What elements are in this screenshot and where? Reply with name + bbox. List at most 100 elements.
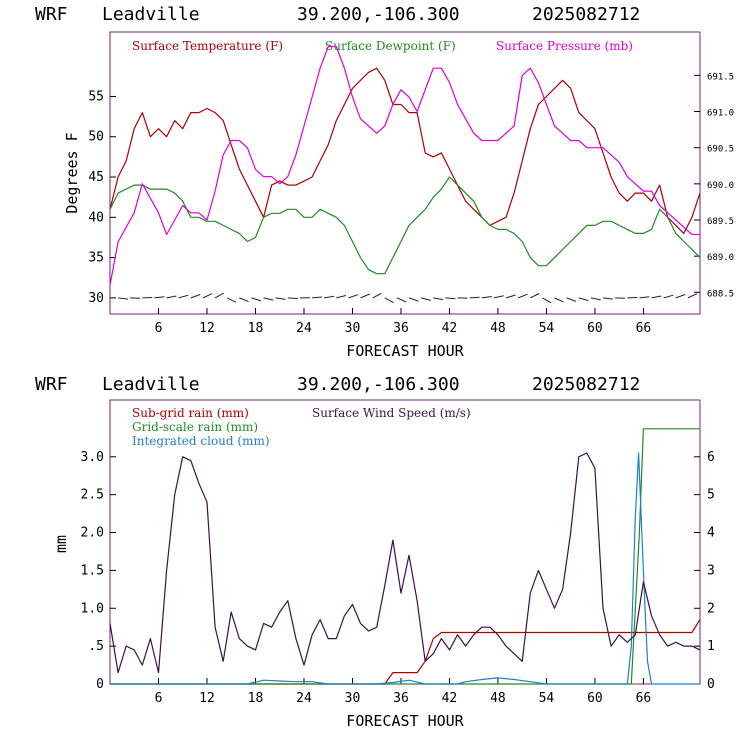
- legend-wind-speed: Surface Wind Speed (m/s): [312, 406, 471, 420]
- x-tick-label: 6: [155, 691, 163, 706]
- y2-tick-label: 6: [707, 450, 715, 465]
- wind-barb: [396, 297, 407, 303]
- y2-tick-label: 691.0: [707, 109, 734, 119]
- panel2-xlabel: FORECAST HOUR: [346, 712, 464, 730]
- wind-barb: [602, 297, 613, 300]
- wind-barbs: [118, 292, 698, 304]
- series-line-surface-wind-speed-m-s: [109, 452, 701, 674]
- wind-barb: [166, 295, 177, 299]
- y-tick-label: .5: [88, 639, 104, 654]
- x-tick-label: 30: [345, 321, 361, 336]
- y-tick-label: 3.0: [81, 450, 104, 465]
- x-tick-label: 48: [490, 691, 506, 706]
- y2-tick-label: 3: [707, 563, 715, 578]
- panel2-run: 2025082712: [532, 374, 640, 395]
- series-line-integrated-cloud-mm: [110, 452, 700, 685]
- y2-tick-label: 4: [707, 526, 715, 541]
- y2-tick-label: 689.5: [707, 217, 734, 227]
- wind-barb: [542, 297, 552, 304]
- panel1-run: 2025082712: [532, 4, 640, 25]
- wind-barb: [239, 297, 249, 303]
- panel2-site: Leadville: [102, 374, 200, 395]
- wind-barb: [312, 296, 323, 299]
- y-tick-label: 45: [88, 170, 104, 185]
- panel1-ticks: 6 12 18 24 30 36 42 48 54 60 66 30 35 40 45 50 55 688.5 68…: [88, 72, 734, 336]
- wind-barb: [118, 297, 129, 300]
- panel2-model: WRF: [35, 374, 68, 395]
- x-tick-label: 30: [345, 691, 361, 706]
- wind-barb: [226, 297, 237, 303]
- y-tick-label: 1.0: [81, 601, 104, 616]
- wind-barb: [566, 297, 577, 302]
- wind-barb: [421, 297, 431, 301]
- x-tick-label: 36: [393, 321, 409, 336]
- wind-barb: [384, 297, 394, 304]
- y2-tick-label: 1: [707, 639, 715, 654]
- x-tick-label: 18: [248, 691, 264, 706]
- wind-barb: [663, 294, 674, 299]
- legend-gridscale-rain: Grid-scale rain (mm): [132, 420, 258, 434]
- y2-tick-label: 0: [707, 677, 715, 692]
- wind-barb: [348, 294, 359, 299]
- y-tick-label: 55: [88, 89, 104, 104]
- x-tick-label: 60: [587, 321, 603, 336]
- wind-barb: [408, 297, 419, 302]
- panel1-header: WRF Leadville 39.200,-106.300 2025082712: [35, 4, 640, 25]
- x-tick-label: 12: [199, 321, 215, 336]
- panel1-site: Leadville: [102, 4, 200, 25]
- panel2-ylabel: mm: [52, 535, 70, 553]
- series-line-surface-pressure-mb: [109, 45, 700, 286]
- wind-barb: [154, 296, 165, 299]
- wind-barb: [505, 294, 516, 299]
- wind-barb: [214, 292, 225, 299]
- wind-barb: [336, 295, 347, 299]
- wind-barb: [469, 296, 480, 299]
- wind-barb: [372, 292, 382, 299]
- panel2-ticks: 6 12 18 24 30 36 42 48 54 60 660.51.01.52.02.53.00…: [81, 450, 715, 706]
- y2-tick-label: 5: [707, 488, 715, 503]
- panel1-ylabel: Degrees F: [63, 132, 81, 213]
- x-tick-label: 48: [490, 321, 506, 336]
- x-tick-label: 18: [248, 321, 264, 336]
- wind-barb: [493, 295, 504, 299]
- wind-barb: [324, 295, 335, 299]
- panel2-header: WRF Leadville 39.200,-106.300 2025082712: [35, 374, 640, 395]
- y2-tick-label: 691.5: [707, 72, 734, 82]
- wind-barb: [263, 297, 274, 301]
- legend-pressure: Surface Pressure (mb): [496, 39, 633, 53]
- panel2-series: [109, 428, 701, 685]
- wind-barb: [445, 297, 456, 300]
- y-tick-label: 35: [88, 251, 104, 266]
- y-tick-label: 1.5: [81, 563, 104, 578]
- panel1-model: WRF: [35, 4, 68, 25]
- x-tick-label: 36: [393, 691, 409, 706]
- legend-subgrid-rain: Sub-grid rain (mm): [132, 406, 249, 420]
- wind-barb: [275, 297, 286, 300]
- x-tick-label: 54: [539, 321, 555, 336]
- wind-barb: [687, 293, 698, 299]
- wind-barb: [554, 297, 564, 303]
- wind-barb: [517, 293, 528, 299]
- x-tick-label: 54: [539, 691, 555, 706]
- x-tick-label: 60: [587, 691, 603, 706]
- x-tick-label: 12: [199, 691, 215, 706]
- y2-tick-label: 689.0: [707, 253, 734, 263]
- panel2-coords: 39.200,-106.300: [297, 374, 460, 395]
- panel1-coords: 39.200,-106.300: [297, 4, 460, 25]
- x-tick-label: 66: [636, 321, 652, 336]
- x-tick-label: 6: [155, 321, 163, 336]
- x-tick-label: 24: [296, 691, 312, 706]
- y2-tick-label: 690.0: [707, 181, 734, 191]
- wind-barb: [481, 296, 492, 299]
- wind-barb: [190, 294, 201, 299]
- wind-barb: [639, 296, 650, 299]
- x-tick-label: 66: [636, 691, 652, 706]
- panel1-frame: [109, 31, 701, 315]
- wind-barb: [287, 297, 298, 300]
- y-tick-label: 0: [96, 677, 104, 692]
- panel1-xlabel: FORECAST HOUR: [346, 342, 464, 360]
- wind-barb: [202, 293, 213, 299]
- wind-barb: [590, 297, 601, 301]
- series-line-surface-dewpoint-f: [109, 176, 701, 275]
